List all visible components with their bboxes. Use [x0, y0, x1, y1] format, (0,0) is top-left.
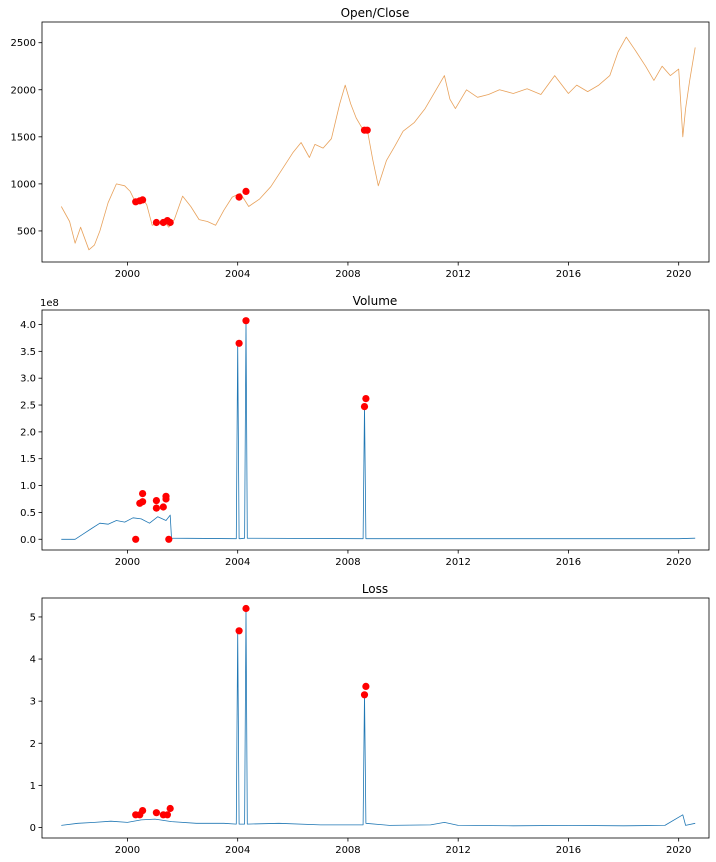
chart-title: Loss: [362, 582, 388, 596]
anomaly-marker: [152, 497, 160, 505]
y-tick-label: 3.5: [20, 347, 36, 358]
anomaly-marker: [362, 682, 370, 691]
anomaly-marker: [235, 627, 243, 635]
series-line: [61, 608, 696, 827]
series-line: [60, 36, 696, 251]
x-tick-label: 2012: [445, 845, 470, 856]
x-tick-label: 2016: [556, 557, 581, 568]
chart-title: Open/Close: [341, 6, 410, 20]
x-tick-label: 2008: [335, 557, 360, 568]
anomaly-marker: [152, 809, 160, 817]
anomaly-marker: [152, 504, 160, 512]
anomaly-marker: [360, 403, 369, 411]
anomaly-marker: [166, 218, 174, 227]
y-tick-label: 2500: [11, 38, 36, 49]
y-tick-label: 0.0: [20, 535, 36, 546]
y-tick-label: 2.5: [20, 401, 36, 412]
anomaly-marker: [235, 339, 243, 347]
axes-frame: [41, 21, 710, 263]
x-tick-label: 2000: [115, 557, 140, 568]
x-tick-label: 2020: [666, 557, 691, 568]
anomaly-marker: [242, 317, 250, 325]
loss-subplot: Loss 2000 2004 2008 2012 2016 2020 0 1 2 3 4 5: [30, 582, 710, 856]
anomaly-marker: [363, 126, 371, 134]
axes-frame: [41, 597, 710, 839]
y-tick-label: 2: [30, 739, 36, 750]
y-tick-label: 0: [30, 823, 36, 834]
y-tick-label: 4: [30, 655, 36, 666]
anomaly-marker: [159, 503, 167, 511]
anomaly-marker: [139, 498, 147, 506]
x-tick-label: 2012: [445, 557, 470, 568]
volume-subplot: Volume 1e8 2000 2004 2008 2012 2016 2020 0.0 0.…: [20, 294, 710, 568]
anomaly-marker: [163, 811, 171, 819]
x-tick-label: 2004: [225, 845, 250, 856]
anomaly-marker: [166, 804, 174, 813]
axes-frame: [41, 309, 710, 551]
y-tick-label: 1: [30, 781, 36, 792]
y-tick-label: 2.0: [20, 427, 36, 438]
anomaly-marker: [242, 187, 250, 195]
x-tick-label: 2000: [115, 269, 140, 280]
anomaly-marker: [162, 492, 170, 500]
anomaly-marker: [139, 490, 147, 498]
y-tick-label: 4.0: [20, 320, 36, 331]
chart-title: Volume: [353, 294, 398, 308]
anomaly-marker: [360, 691, 369, 699]
x-tick-label: 2008: [335, 269, 360, 280]
x-tick-label: 2000: [115, 845, 140, 856]
y-tick-label: 5: [30, 612, 36, 623]
x-tick-label: 2004: [225, 557, 250, 568]
x-tick-label: 2020: [666, 269, 691, 280]
open-close-subplot: Open/Close 2000 2004 2008 2012 2016 2020 500 10…: [11, 6, 710, 280]
y-tick-label: 1.5: [20, 454, 36, 465]
anomaly-marker: [132, 535, 140, 543]
y-tick-label: 500: [17, 226, 36, 237]
x-tick-label: 2008: [335, 845, 360, 856]
y-tick-label: 0.5: [20, 508, 36, 519]
y-tick-label: 3: [30, 697, 36, 708]
x-tick-label: 2012: [445, 269, 470, 280]
x-tick-label: 2004: [225, 269, 250, 280]
y-tick-label: 2000: [11, 85, 36, 96]
x-tick-label: 2016: [556, 269, 581, 280]
anomaly-marker: [139, 807, 147, 815]
series-line: [61, 320, 696, 540]
y-tick-label: 1000: [11, 179, 36, 190]
anomaly-marker: [139, 196, 147, 204]
anomaly-marker: [165, 535, 173, 543]
y-tick-label: 1.0: [20, 481, 36, 492]
y-tick-label: 3.0: [20, 374, 36, 385]
anomaly-marker: [242, 604, 250, 613]
anomaly-marker: [362, 395, 370, 403]
y-tick-label: 1500: [11, 132, 36, 143]
anomaly-marker: [235, 193, 243, 201]
anomaly-marker: [152, 218, 160, 227]
x-tick-label: 2016: [556, 845, 581, 856]
x-tick-label: 2020: [666, 845, 691, 856]
offset-label: 1e8: [40, 298, 59, 309]
